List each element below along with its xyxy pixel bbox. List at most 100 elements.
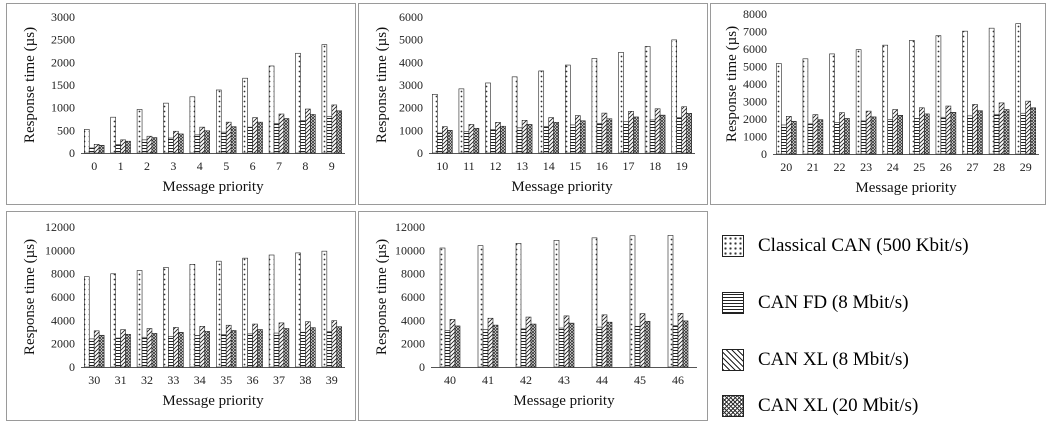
bar-s2-p6	[247, 126, 253, 154]
y-tick-label: 2000	[401, 337, 425, 351]
bar-s1-p12	[485, 82, 491, 154]
y-tick-label: 4000	[401, 313, 425, 327]
bar-s2-p11	[463, 131, 470, 154]
bar-s2-p42	[520, 328, 527, 368]
bar-s3-p3	[173, 130, 179, 154]
x-tick-label: 4	[197, 159, 203, 173]
x-tick-label: 14	[543, 159, 555, 173]
bar-s3-p20	[786, 116, 792, 155]
y-tick-label: 3000	[743, 95, 767, 109]
bar-s4-p40	[454, 325, 461, 368]
x-tick-label: 44	[596, 373, 608, 387]
bar-s2-p22	[834, 122, 840, 155]
bar-s2-p1	[115, 144, 121, 154]
bar-s1-p44	[591, 237, 598, 368]
bar-s4-p38	[310, 327, 316, 368]
bar-s4-p12	[500, 125, 506, 154]
bar-s1-p36	[242, 257, 248, 368]
bar-s1-p21	[802, 58, 809, 155]
x-tick-label: 9	[329, 159, 335, 173]
x-tick-label: 46	[672, 373, 684, 387]
bar-s4-p41	[492, 324, 499, 368]
x-tick-label: 38	[299, 373, 311, 387]
bar-s2-p44	[596, 326, 603, 368]
y-tick-label: 2000	[51, 337, 75, 351]
chart-panel-5: 0 2000 4000 6000 8000 10000 12000 40 41 42 43 44 45 4…	[358, 211, 708, 421]
bar-s3-p0	[93, 144, 100, 154]
legend-label-can-xl-8: CAN XL (8 Mbit/s)	[758, 349, 909, 370]
bar-s3-p9	[331, 104, 338, 154]
bar-s4-p28	[1003, 109, 1010, 155]
bar-s2-p9	[326, 115, 333, 154]
y-tick-label: 10000	[45, 243, 75, 257]
x-tick-label: 34	[194, 373, 206, 387]
bar-s4-p32	[151, 333, 158, 368]
y-tick-label: 4000	[51, 313, 75, 327]
y-tick-label: 6000	[401, 290, 425, 304]
x-tick-label: 25	[913, 160, 925, 174]
bar-s4-p18	[659, 114, 666, 154]
x-tick-label: 1	[118, 159, 124, 173]
bar-s4-p15	[579, 120, 586, 154]
x-axis-title: Message priority	[162, 179, 264, 195]
chart-panel-2: 0 1000 2000 3000 4000 5000 6000 10 11 12 13 14 15 16 1…	[358, 3, 708, 205]
x-tick-label: 45	[634, 373, 646, 387]
y-tick-label: 6000	[399, 10, 423, 24]
y-axis-title: Response time (µs)	[374, 239, 390, 355]
y-tick-label: 12000	[395, 220, 425, 234]
bar-s2-p38	[300, 331, 306, 368]
legend-item-classical-can: Classical CAN (500 Kbit/s)	[722, 232, 969, 260]
bar-s1-p13	[511, 76, 518, 154]
bar-s1-p24	[882, 44, 889, 155]
y-tick-label: 4000	[399, 55, 423, 69]
bar-s1-p22	[829, 53, 835, 155]
bar-s1-p38	[295, 252, 301, 368]
bar-s3-p27	[972, 104, 978, 155]
bar-s1-p45	[629, 235, 636, 368]
bar-s4-p22	[844, 118, 850, 155]
legend-item-can-fd: CAN FD (8 Mbit/s)	[722, 289, 908, 317]
bar-s2-p20	[781, 124, 787, 155]
bar-s3-p7	[278, 113, 285, 154]
bar-s2-p15	[570, 124, 576, 154]
bar-s3-p44	[601, 314, 608, 368]
y-tick-label: 5000	[743, 60, 767, 74]
bar-s4-p26	[950, 112, 957, 155]
bar-s2-p36	[247, 333, 253, 368]
bar-s1-p27	[962, 30, 968, 155]
bar-s3-p10	[442, 126, 448, 154]
y-tick-label: 0	[761, 147, 767, 161]
x-tick-label: 13	[516, 159, 528, 173]
bar-s1-p0	[84, 129, 90, 154]
bar-s2-p17	[623, 121, 629, 154]
bar-s4-p5	[230, 126, 237, 154]
x-tick-label: 15	[569, 159, 581, 173]
chart-panel-4: 0 2000 4000 6000 8000 10000 12000 30 31 32 33 34 35 3…	[6, 211, 356, 421]
legend-label-classical-can: Classical CAN (500 Kbit/s)	[758, 235, 969, 256]
x-tick-label: 10	[436, 159, 448, 173]
bar-s4-p7	[283, 118, 290, 154]
bar-s2-p7	[273, 123, 280, 154]
bar-s2-p14	[543, 126, 549, 154]
bar-s4-p4	[204, 130, 210, 154]
bar-s2-p46	[672, 325, 679, 368]
bar-s2-p18	[649, 119, 656, 154]
bar-s3-p21	[812, 114, 819, 155]
bar-s1-p33	[163, 267, 169, 368]
bar-s2-p39	[326, 331, 333, 368]
bar-s1-p20	[776, 63, 782, 155]
bar-s3-p4	[199, 126, 206, 154]
bar-s1-p15	[565, 64, 571, 154]
bar-s2-p37	[273, 332, 280, 368]
bar-s3-p25	[919, 107, 925, 155]
bar-s4-p19	[686, 113, 692, 154]
x-tick-label: 39	[326, 373, 338, 387]
bar-s3-p13	[521, 120, 528, 154]
bar-s4-p17	[633, 116, 639, 154]
x-tick-label: 37	[273, 373, 285, 387]
x-tick-label: 43	[558, 373, 570, 387]
bar-s3-p8	[305, 108, 311, 154]
bar-s2-p21	[807, 123, 814, 155]
bar-s1-p32	[136, 270, 143, 368]
chart-panel-1: 0 500 1000 1500 2000 2500 3000 0 1 2 3 4 5 6 7 8 9 Messag…	[6, 3, 356, 205]
